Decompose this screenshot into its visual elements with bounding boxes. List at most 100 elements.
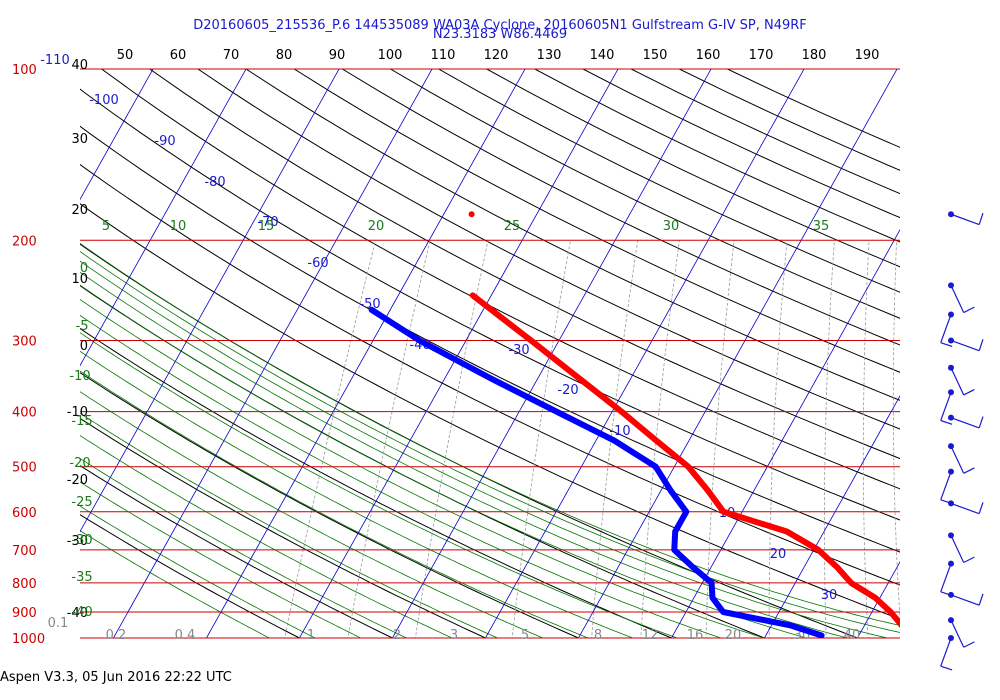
top-axis-tick-label: 60 — [170, 48, 187, 63]
pressure-tick-label: 200 — [12, 234, 37, 249]
wind-barb-staff — [950, 339, 980, 352]
moist-adiabat-line — [80, 350, 634, 638]
dry-adiabat-line — [727, 69, 900, 148]
height-tick-label: 0 — [80, 339, 88, 354]
wind-barb — [948, 532, 975, 564]
dry-adiabat-line — [80, 514, 301, 638]
mixing-ratio-line — [347, 240, 431, 638]
wind-barb-feather — [978, 416, 984, 429]
top-axis-tick-label: 80 — [276, 48, 293, 63]
wind-barb-feather — [978, 502, 984, 514]
isotherm-label: -90 — [154, 134, 175, 149]
moist-adiabat-line — [80, 391, 544, 638]
temperature-trace — [469, 292, 900, 628]
moist-adiabat-label: 15 — [258, 219, 275, 234]
dry-adiabat-line — [80, 88, 900, 521]
wind-barb-staff — [950, 535, 965, 563]
dry-adiabat-line — [80, 125, 900, 553]
wind-barb-feather — [963, 306, 975, 314]
wind-barb — [948, 414, 984, 429]
top-axis-tick-label: 70 — [223, 48, 240, 63]
dry-adiabat-line — [80, 417, 487, 638]
mixing-ratio-label: 8 — [594, 628, 602, 643]
height-tick-label: 40 — [71, 58, 88, 73]
dry-adiabat-line — [438, 69, 900, 293]
mixing-ratio-line — [768, 240, 788, 638]
mixing-ratio-line — [985, 240, 1000, 650]
isotherms — [0, 56, 900, 650]
mixing-ratio-line — [892, 240, 900, 625]
mixing-ratio-label: 1 — [307, 628, 315, 643]
mixing-ratio-line — [705, 240, 735, 638]
top-axis-tick-label: 170 — [749, 48, 774, 63]
dry-adiabat-line — [80, 465, 394, 638]
isotherm-label: -100 — [89, 93, 119, 108]
moist-adiabat-label: -30 — [71, 533, 92, 548]
mixing-ratio-line — [640, 240, 680, 638]
wind-barb-feather — [940, 419, 953, 425]
wind-barb-staff — [940, 392, 952, 421]
wind-barb-staff — [950, 594, 980, 606]
dry-adiabat-line — [149, 69, 900, 460]
moist-adiabat-label: 35 — [813, 219, 830, 234]
wind-barb-staff — [940, 563, 952, 592]
mixing-ratio-line — [414, 240, 489, 638]
mixing-ratio-label: 40 — [844, 628, 861, 643]
wind-barb-feather — [978, 339, 984, 351]
wind-barb-feather — [963, 389, 975, 396]
dry-adiabat-line — [342, 69, 900, 346]
moist-adiabat-label: -20 — [69, 456, 90, 471]
isotherm-label: -50 — [359, 297, 380, 312]
dry-adiabat-line — [534, 69, 900, 243]
wind-barb — [940, 560, 954, 597]
chart-title-line-1: D20160605_215536_P.6 144535089 WA03A Cyc… — [193, 18, 807, 33]
pressure-tick-label: 400 — [12, 406, 37, 421]
wind-barb-feather — [978, 212, 984, 225]
mixing-ratio-label: 0.4 — [175, 628, 196, 643]
mixing-ratio-line — [824, 240, 835, 638]
isotherm-line — [205, 69, 526, 638]
mixing-ratio-label: 16 — [687, 628, 704, 643]
height-tick-label: -20 — [67, 473, 88, 488]
pressure-tick-label: 1000 — [12, 632, 45, 647]
top-axis-tick-label: 100 — [378, 48, 403, 63]
mixing-ratio-label: 2 — [393, 628, 401, 643]
moist-adiabat-label: 30 — [663, 219, 680, 234]
wind-barb — [948, 211, 984, 226]
wind-barb-staff — [950, 417, 980, 429]
dry-adiabat-line — [80, 327, 673, 638]
mixing-ratio-lines — [284, 240, 1000, 650]
top-axis-tick-label: 160 — [696, 48, 721, 63]
moist-adiabat-line — [80, 271, 850, 638]
moist-adiabat-line — [80, 412, 499, 638]
top-axis-tick-label: 180 — [802, 48, 827, 63]
top-axis-tick-label: 110 — [431, 48, 456, 63]
isobars — [80, 68, 900, 639]
moist-adiabat-line — [80, 435, 454, 638]
height-tick-label: -30 — [67, 534, 88, 549]
moist-adiabat-line — [80, 260, 890, 638]
moist-adiabat-line — [80, 458, 408, 638]
wind-barb-feather — [963, 467, 975, 474]
dry-adiabats — [80, 69, 900, 638]
moist-adiabat-label: 5 — [102, 219, 110, 234]
wind-barb-staff — [950, 285, 965, 313]
isotherm-line — [0, 56, 67, 650]
height-tick-label: 20 — [71, 203, 88, 218]
moist-adiabat-line — [80, 481, 362, 638]
wind-barb — [948, 500, 984, 515]
wind-barb — [948, 282, 975, 314]
wind-barb-feather — [963, 556, 975, 564]
wind-barb-feather — [940, 342, 953, 347]
moist-adiabat-line — [80, 250, 900, 633]
isotherm-label: -10 — [609, 424, 630, 439]
moist-adiabat-label: -35 — [71, 570, 92, 585]
isotherm-label: -110 — [40, 53, 70, 68]
isotherm-line — [112, 69, 433, 638]
wind-barb-feather — [963, 641, 975, 648]
top-axis-tick-label: 50 — [117, 48, 134, 63]
isotherm-line — [670, 229, 900, 638]
isotherm-line — [80, 69, 247, 367]
top-axis-tick-label: 140 — [590, 48, 615, 63]
